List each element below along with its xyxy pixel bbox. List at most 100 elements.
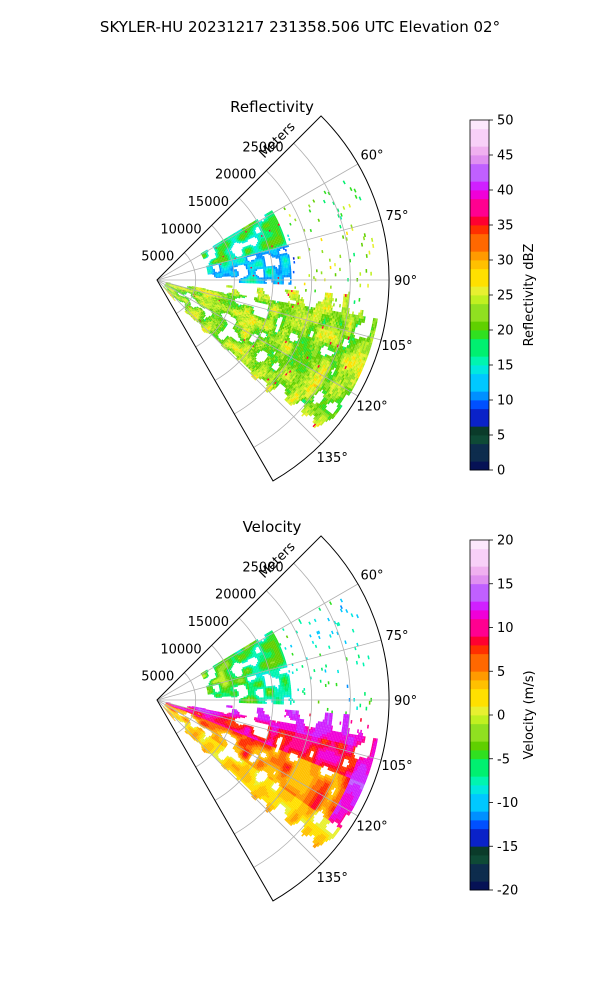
velocity-colorbar-band xyxy=(470,575,489,585)
reflectivity-sector-outline xyxy=(156,115,390,482)
reflectivity-range-tick-label: 20000 xyxy=(215,168,256,183)
reflectivity-colorbar-band xyxy=(470,295,489,305)
reflectivity-azimuth-tick-label: 105° xyxy=(381,339,412,354)
reflectivity-range-tick-label: 15000 xyxy=(188,195,229,210)
reflectivity-colorbar-band xyxy=(470,373,489,383)
velocity-range-tick-label: 20000 xyxy=(215,588,256,603)
reflectivity-colorbar-band xyxy=(470,128,489,138)
reflectivity-panel: Reflectivity 5000 10000 15000 20000 25000 60° 7… xyxy=(141,98,537,482)
reflectivity-colorbar-tick-label: 50 xyxy=(497,114,514,129)
velocity-colorbar-tick-label: -10 xyxy=(497,796,518,811)
velocity-colorbar-band xyxy=(470,706,489,716)
velocity-range-tick-label: 5000 xyxy=(141,670,174,685)
reflectivity-colorbar-band xyxy=(470,303,489,313)
reflectivity-colorbar-band xyxy=(470,155,489,165)
reflectivity-colorbar-band xyxy=(470,277,489,287)
reflectivity-azimuth-tick-label: 60° xyxy=(360,149,383,164)
reflectivity-colorbar-label: Reflectivity dBZ xyxy=(522,244,537,347)
velocity-colorbar-band xyxy=(470,645,489,655)
reflectivity-colorbar-tick-label: 45 xyxy=(497,149,514,164)
reflectivity-title: Reflectivity xyxy=(230,98,314,116)
velocity-azimuth-gridline xyxy=(156,699,382,761)
reflectivity-colorbar-band xyxy=(470,207,489,217)
velocity-colorbar-band xyxy=(470,732,489,742)
velocity-colorbar-band xyxy=(470,881,489,891)
reflectivity-colorbar-band xyxy=(470,216,489,226)
velocity-range-tick-label: 25000 xyxy=(242,560,283,575)
reflectivity-colorbar-band xyxy=(470,321,489,331)
velocity-azimuth-tick-label: 135° xyxy=(317,871,348,886)
velocity-azimuth-gridline xyxy=(156,639,382,701)
reflectivity-colorbar-band xyxy=(470,408,489,418)
reflectivity-colorbar-band xyxy=(470,338,489,348)
reflectivity-colorbar-band xyxy=(470,120,489,130)
velocity-azimuth-gridline xyxy=(156,699,359,817)
reflectivity-colorbar-band xyxy=(470,417,489,427)
velocity-colorbar-tick-label: 0 xyxy=(497,709,505,724)
reflectivity-colorbar-band xyxy=(470,452,489,462)
reflectivity-colorbar-tick-label: 0 xyxy=(497,464,505,479)
reflectivity-colorbar-band xyxy=(470,181,489,191)
reflectivity-colorbar-band xyxy=(470,251,489,261)
velocity-colorbar-band xyxy=(470,557,489,567)
reflectivity-colorbar-band xyxy=(470,365,489,375)
velocity-colorbar-band xyxy=(470,750,489,760)
reflectivity-colorbar: 0 5 10 15 20 25 30 35 40 45 50 Reflectivity dBZ xyxy=(469,114,537,479)
velocity-colorbar-band xyxy=(470,846,489,856)
reflectivity-colorbar-tick-label: 40 xyxy=(497,184,514,199)
reflectivity-colorbar-band xyxy=(470,268,489,278)
reflectivity-azimuth-gridline xyxy=(156,279,382,341)
reflectivity-colorbar-band xyxy=(470,163,489,173)
velocity-colorbar-tick-label: 10 xyxy=(497,621,514,636)
velocity-colorbar-band xyxy=(470,837,489,847)
velocity-colorbar-tick-label: 15 xyxy=(497,577,514,592)
reflectivity-echo-field xyxy=(163,180,378,429)
velocity-colorbar: -20 -15 -10 -5 0 5 10 15 20 Velocity (m/s) xyxy=(469,534,537,899)
reflectivity-colorbar-band xyxy=(470,233,489,243)
reflectivity-azimuth-tick-label: 75° xyxy=(385,209,408,224)
reflectivity-colorbar-band xyxy=(470,426,489,436)
velocity-colorbar-band xyxy=(470,855,489,865)
velocity-range-tick-label: 15000 xyxy=(188,615,229,630)
reflectivity-range-tick-label: 5000 xyxy=(141,250,174,265)
velocity-azimuth-tick-label: 60° xyxy=(360,569,383,584)
velocity-range-ring xyxy=(253,563,351,868)
velocity-colorbar-band xyxy=(470,872,489,882)
reflectivity-azimuth-gridline xyxy=(156,219,382,281)
reflectivity-range-tick-label: 10000 xyxy=(160,222,201,237)
velocity-colorbar-band xyxy=(470,767,489,777)
reflectivity-colorbar-band xyxy=(470,461,489,471)
reflectivity-azimuth-tick-label: 135° xyxy=(317,451,348,466)
velocity-range-ring xyxy=(176,672,197,734)
reflectivity-colorbar-band xyxy=(470,225,489,235)
reflectivity-colorbar-band xyxy=(470,435,489,445)
velocity-colorbar-band xyxy=(470,811,489,821)
velocity-title: Velocity xyxy=(243,518,302,536)
velocity-azimuth-tick-label: 120° xyxy=(356,819,387,834)
velocity-azimuth-tick-label: 75° xyxy=(385,629,408,644)
reflectivity-colorbar-band xyxy=(470,356,489,366)
reflectivity-range-ring xyxy=(176,252,197,314)
reflectivity-colorbar-band xyxy=(470,286,489,296)
velocity-range-tick-label: 10000 xyxy=(160,642,201,657)
velocity-colorbar-band xyxy=(470,540,489,550)
velocity-colorbar-band xyxy=(470,618,489,628)
velocity-azimuth-tick-label: 90° xyxy=(394,694,417,709)
velocity-colorbar-band xyxy=(470,793,489,803)
velocity-colorbar-band xyxy=(470,583,489,593)
velocity-range-ring xyxy=(214,617,274,801)
velocity-colorbar-band xyxy=(470,723,489,733)
velocity-colorbar-band xyxy=(470,548,489,558)
figure-title: SKYLER-HU 20231217 231358.506 UTC Elevat… xyxy=(100,18,500,36)
velocity-colorbar-band xyxy=(470,697,489,707)
velocity-colorbar-band xyxy=(470,715,489,725)
reflectivity-range-ring xyxy=(214,197,274,381)
velocity-colorbar-tick-label: 20 xyxy=(497,534,514,549)
reflectivity-range-tick-label: 25000 xyxy=(242,140,283,155)
reflectivity-colorbar-tick-label: 30 xyxy=(497,254,514,269)
velocity-colorbar-band xyxy=(470,680,489,690)
velocity-panel: Velocity 5000 10000 15000 20000 25000 60° 75° 90… xyxy=(141,518,537,902)
velocity-colorbar-tick-label: -5 xyxy=(497,752,510,767)
reflectivity-colorbar-band xyxy=(470,382,489,392)
reflectivity-colorbar-band xyxy=(470,137,489,147)
